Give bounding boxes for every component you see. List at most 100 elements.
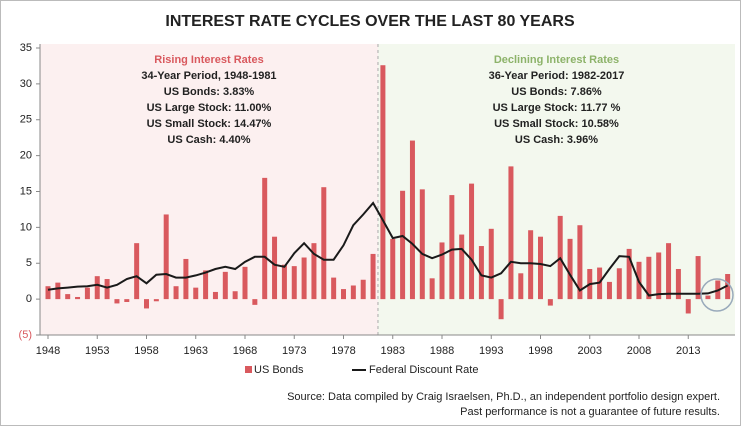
y-tick-label: 10 — [20, 221, 32, 233]
bar — [459, 234, 465, 300]
bar — [400, 190, 406, 300]
panel-line: 34-Year Period, 1948-1981 — [141, 70, 276, 82]
panel-line: US Cash: 3.96% — [515, 134, 598, 146]
bar — [360, 279, 366, 300]
bar — [144, 299, 149, 309]
bar — [124, 299, 130, 302]
bar — [134, 243, 140, 300]
panel-heading: Declining Interest Rates — [494, 54, 619, 66]
bar — [173, 286, 179, 300]
bar — [331, 277, 337, 300]
panel-line: US Large Stock: 11.77 % — [493, 102, 621, 114]
bar — [469, 183, 475, 300]
y-tick-label: 30 — [20, 78, 32, 90]
bar — [114, 299, 120, 304]
bar — [183, 258, 189, 300]
bar — [419, 189, 425, 300]
bar — [567, 238, 573, 300]
bar — [203, 270, 209, 300]
bar — [75, 296, 81, 300]
x-tick-label: 1948 — [36, 345, 60, 357]
panel-shade — [377, 44, 735, 335]
highlight-circle — [700, 278, 734, 312]
bar — [705, 295, 711, 300]
x-tick-label: 2013 — [676, 345, 700, 357]
bar — [616, 268, 622, 300]
bar — [341, 289, 346, 300]
bar — [439, 242, 445, 300]
bar — [350, 285, 356, 300]
bar — [222, 271, 228, 300]
source: Past performance is not a guarantee of f… — [460, 406, 720, 418]
x-tick-label: 1963 — [184, 345, 208, 357]
bar — [528, 230, 534, 300]
bar — [153, 299, 159, 302]
bar — [232, 291, 238, 300]
bar — [252, 299, 258, 305]
bar — [577, 225, 583, 300]
bar — [666, 243, 672, 300]
panel-line: US Bonds: 3.83% — [164, 86, 255, 98]
bar — [242, 266, 248, 300]
panel-heading: Rising Interest Rates — [154, 54, 263, 66]
bar — [429, 278, 435, 300]
y-tick-label: 25 — [20, 114, 32, 126]
bar — [94, 276, 100, 300]
panel-line: US Bonds: 7.86% — [511, 86, 602, 98]
panel-line: US Cash: 4.40% — [167, 134, 250, 146]
bar — [311, 243, 317, 300]
x-tick-label: 1968 — [233, 345, 257, 357]
bar — [498, 299, 504, 320]
bar — [104, 279, 110, 300]
panel-line: US Large Stock: 11.00% — [147, 102, 272, 114]
x-tick-label: 1958 — [134, 345, 158, 357]
bar — [262, 177, 268, 300]
bar — [321, 187, 327, 300]
x-tick-label: 1978 — [331, 345, 355, 357]
x-tick-label: 1988 — [430, 345, 454, 357]
x-tick-label: 1953 — [85, 345, 109, 357]
bar — [675, 268, 681, 300]
bar — [370, 253, 376, 300]
bar — [272, 236, 278, 300]
bar — [84, 287, 90, 300]
panel-line: US Small Stock: 14.47% — [147, 118, 272, 130]
bar — [508, 166, 514, 300]
bar — [193, 287, 199, 300]
bar — [449, 195, 455, 300]
bar — [390, 238, 396, 300]
panel-line: US Small Stock: 10.58% — [494, 118, 619, 130]
bar — [55, 282, 61, 300]
bar — [656, 252, 662, 300]
y-tick-label: 20 — [20, 150, 32, 162]
bar — [538, 236, 543, 300]
bar — [163, 214, 169, 300]
y-tick-label: 15 — [20, 185, 32, 197]
y-tick-label: 35 — [20, 42, 32, 54]
bar — [291, 266, 297, 300]
bar — [478, 246, 484, 300]
bar — [380, 65, 386, 300]
bar — [488, 228, 494, 300]
x-tick-label: 1993 — [479, 345, 503, 357]
x-tick-label: 2008 — [627, 345, 651, 357]
x-tick-label: 1983 — [381, 345, 405, 357]
y-tick-label: 0 — [26, 293, 32, 305]
bar — [685, 299, 691, 314]
legend-swatch — [245, 366, 252, 373]
bar — [518, 273, 524, 300]
bar — [606, 281, 612, 300]
y-tick-label: 5 — [26, 257, 32, 269]
x-tick-label: 2003 — [578, 345, 602, 357]
panel-line: 36-Year Period: 1982-2017 — [489, 70, 625, 82]
chart-title: INTEREST RATE CYCLES OVER THE LAST 80 YE… — [165, 13, 575, 30]
y-tick-label: (5) — [19, 329, 32, 341]
bar — [45, 286, 51, 300]
bar — [695, 256, 701, 300]
line — [47, 201, 729, 297]
source: Source: Data compiled by Craig Israelsen… — [287, 391, 720, 403]
legend-label: Federal Discount Rate — [369, 364, 478, 376]
bar — [646, 256, 652, 300]
bar — [301, 257, 307, 300]
